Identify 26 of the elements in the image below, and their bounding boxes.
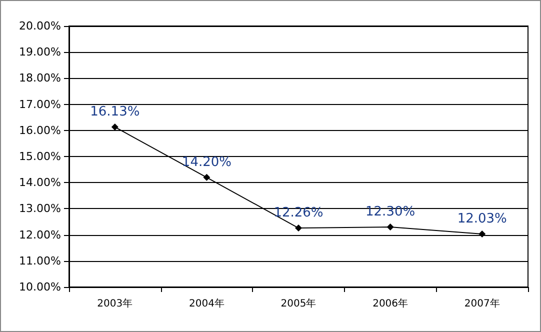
point	[111, 124, 118, 131]
point	[203, 174, 210, 181]
data-label: 12.26%	[274, 206, 324, 221]
data-label: 12.03%	[457, 212, 507, 227]
point	[386, 223, 394, 230]
x-tick-label: 2005年	[280, 298, 316, 310]
x-tick-label: 2006年	[372, 298, 408, 310]
y-tick-label: 16.00%	[19, 124, 61, 137]
data-label: 12.30%	[366, 204, 416, 220]
point	[295, 224, 302, 232]
y-tick-label: 15.00%	[19, 150, 61, 163]
y-tick-label: 19.00%	[19, 46, 61, 59]
x-tick-label: 2003年	[97, 298, 133, 310]
y-tick-label: 13.00%	[19, 202, 61, 216]
data-label: 14.20%	[182, 154, 232, 170]
y-tick-label: 14.00%	[19, 176, 61, 190]
data-label: 16.13%	[90, 104, 140, 120]
y-tick-label: 18.00%	[19, 72, 61, 85]
y-tick-label: 11.00%	[19, 254, 61, 268]
point	[478, 230, 486, 238]
x-tick-label: 2007年	[464, 298, 500, 310]
y-tick-label: 17.00%	[19, 98, 61, 111]
y-tick-label: 10.00%	[19, 280, 61, 294]
y-tick-label: 12.00%	[19, 228, 61, 242]
x-tick-label: 2004年	[188, 298, 224, 310]
y-tick-label: 20.00%	[19, 20, 61, 32]
